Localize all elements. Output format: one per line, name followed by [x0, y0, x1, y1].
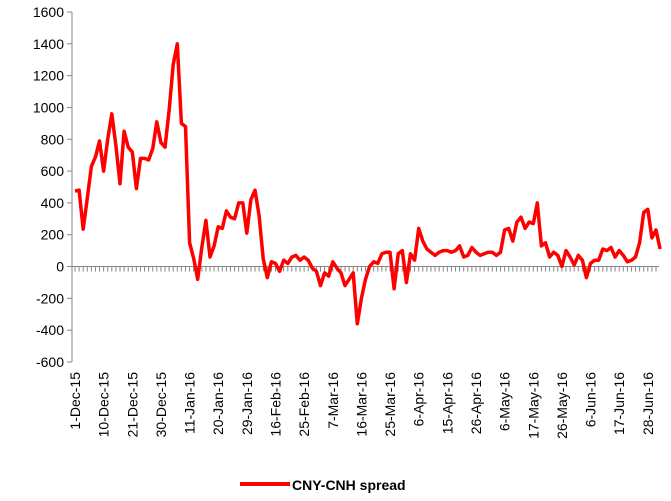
y-tick-label: 600 — [41, 163, 65, 179]
y-tick-label: 1000 — [33, 99, 64, 115]
x-tick-label: 6-Apr-16 — [411, 372, 427, 427]
y-tick-label: 1400 — [33, 36, 64, 52]
x-tick-label: 6-Jun-16 — [583, 372, 599, 427]
x-tick-label: 30-Dec-15 — [153, 372, 169, 438]
data-line — [74, 42, 662, 326]
y-tick-label: 200 — [41, 227, 65, 243]
x-tick-label: 26-Apr-16 — [468, 372, 484, 434]
y-tick-label: 800 — [41, 131, 65, 147]
x-tick-label: 16-Mar-16 — [353, 372, 369, 437]
y-tick-label: -200 — [36, 290, 64, 306]
x-tick-label: 25-Feb-16 — [296, 372, 312, 437]
x-tick-label: 15-Apr-16 — [439, 372, 455, 434]
y-tick-label: 1600 — [33, 4, 64, 20]
legend-label: CNY-CNH spread — [292, 477, 406, 493]
y-tick-label: -400 — [36, 322, 64, 338]
y-tick-label: 0 — [56, 259, 64, 275]
x-tick-label: 6-May-16 — [497, 372, 513, 431]
x-tick-label: 10-Dec-15 — [96, 372, 112, 438]
x-tick-label: 29-Jan-16 — [239, 372, 255, 435]
x-tick-label: 20-Jan-16 — [210, 372, 226, 435]
x-tick-label: 11-Jan-16 — [182, 372, 198, 434]
x-tick-label: 25-Mar-16 — [382, 372, 398, 437]
y-tick-label: 1200 — [33, 68, 64, 84]
x-tick-label: 7-Mar-16 — [325, 372, 341, 429]
x-tick-label: 26-May-16 — [554, 372, 570, 439]
y-tick-label: 400 — [41, 195, 65, 211]
x-tick-label: 16-Feb-16 — [267, 372, 283, 437]
x-tick-label: 1-Dec-15 — [67, 372, 83, 430]
x-tick-label: 17-May-16 — [525, 372, 541, 439]
x-tick-label: 21-Dec-15 — [124, 372, 140, 438]
x-tick-label: 28-Jun-16 — [640, 372, 656, 435]
y-tick-label: -600 — [36, 354, 64, 370]
x-tick-label: 17-Jun-16 — [611, 372, 627, 435]
